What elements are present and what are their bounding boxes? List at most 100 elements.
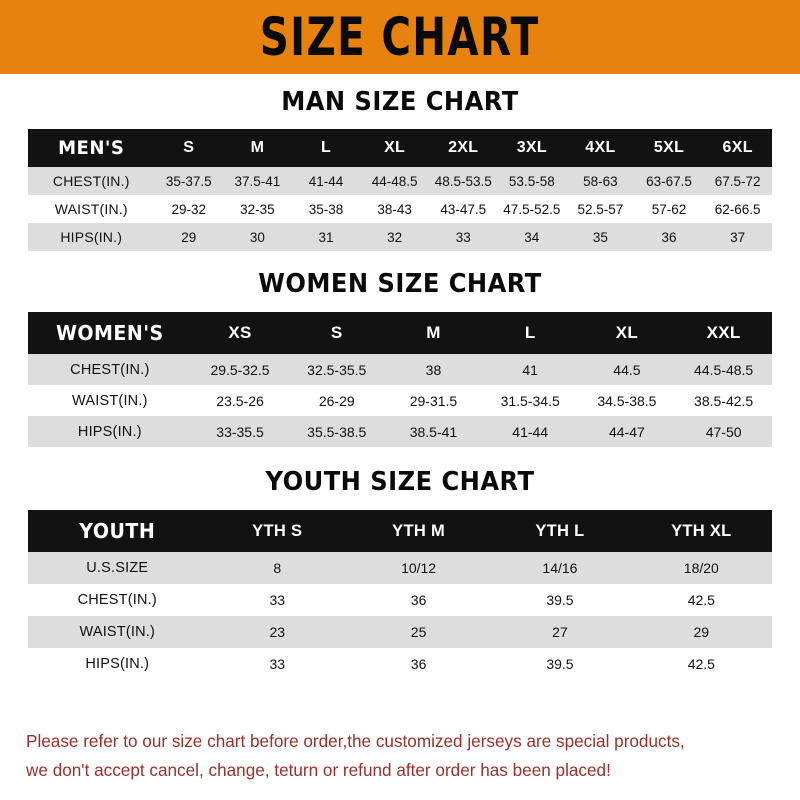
table-row: WAIST(IN.) 23.5-26 26-29 29-31.5 31.5-34.5 34… — [28, 385, 772, 416]
man-cell: 37 — [730, 229, 746, 245]
women-cell: 47-50 — [705, 423, 742, 440]
man-cell: 63-67.5 — [646, 173, 692, 189]
women-cell: 35.5-38.5 — [307, 423, 367, 440]
man-cell: 36 — [661, 229, 677, 245]
women-size-header: M — [426, 323, 441, 342]
footer-notice: Please refer to our size chart before or… — [0, 719, 800, 800]
women-section-title: WOMEN SIZE CHART — [258, 269, 542, 299]
man-cell: 58-63 — [583, 173, 618, 189]
women-size-header: L — [524, 323, 536, 342]
women-cell: 31.5-34.5 — [500, 392, 560, 409]
man-cell: 29-32 — [171, 201, 207, 217]
footer-line-1: Please refer to our size chart before or… — [26, 731, 685, 752]
footer-line-2: we don't accept cancel, change, teturn o… — [26, 759, 611, 780]
youth-cell: 39.5 — [546, 656, 574, 672]
man-cell: 52.5-57 — [577, 201, 624, 217]
man-corner-label: MEN'S — [58, 137, 125, 159]
women-corner-label: WOMEN'S — [55, 321, 164, 345]
table-row: HIPS(IN.) 33 36 39.5 42.5 — [28, 648, 772, 680]
man-cell: 53.5-58 — [508, 173, 555, 189]
women-header-row: WOMEN'S XS S M L XL XXL — [28, 312, 772, 354]
youth-cell: 18/20 — [683, 560, 719, 576]
man-cell: 67.5-72 — [714, 173, 761, 189]
man-header-row: MEN'S S M L XL 2XL 3XL 4XL 5XL 6XL — [28, 129, 772, 167]
man-size-header: M — [250, 139, 265, 156]
man-cell: 57-62 — [651, 201, 687, 217]
youth-header-row: YOUTH YTH S YTH M YTH L YTH XL — [28, 510, 772, 552]
man-cell: 44-48.5 — [371, 173, 418, 189]
table-row: CHEST(IN.) 33 36 39.5 42.5 — [28, 584, 772, 616]
man-cell: 34 — [524, 229, 540, 245]
man-size-header: 3XL — [516, 139, 547, 156]
women-size-header: XL — [615, 323, 639, 342]
youth-cell: 23 — [269, 624, 286, 640]
youth-cell: 33 — [269, 656, 286, 672]
man-size-header: 4XL — [585, 139, 616, 156]
man-cell: 33 — [455, 229, 471, 245]
man-cell: 30 — [249, 229, 265, 245]
man-cell: 37.5-41 — [234, 173, 281, 189]
table-row: WAIST(IN.) 29-32 32-35 35-38 38-43 43-47.5 47.… — [28, 195, 772, 223]
man-section-title: MAN SIZE CHART — [281, 87, 519, 117]
women-cell: 38.5-42.5 — [694, 392, 754, 409]
women-cell: 34.5-38.5 — [597, 392, 657, 409]
women-size-table: WOMEN'S XS S M L XL XXL CHEST(IN.) 29.5-32.5 32.5… — [28, 312, 772, 447]
page-title: SIZE CHART — [260, 6, 540, 68]
man-cell: 32 — [387, 229, 403, 245]
women-cell: 41 — [522, 361, 538, 378]
youth-size-header: YTH S — [252, 521, 303, 540]
man-cell: 35 — [592, 229, 608, 245]
women-row-label: HIPS(IN.) — [77, 423, 142, 440]
man-cell: 32-35 — [240, 201, 275, 217]
youth-row-label: HIPS(IN.) — [85, 656, 150, 672]
youth-table-wrapper: YOUTH YTH S YTH M YTH L YTH XL U.S.SIZE 8 10/12… — [28, 510, 772, 680]
youth-cell: 29 — [693, 624, 710, 640]
youth-row-label: CHEST(IN.) — [77, 592, 157, 608]
man-cell: 47.5-52.5 — [503, 201, 561, 217]
women-cell: 32.5-35.5 — [307, 361, 367, 378]
man-size-header: XL — [384, 139, 406, 156]
youth-cell: 36 — [410, 592, 427, 608]
youth-cell: 8 — [273, 560, 282, 576]
man-size-header: 5XL — [653, 139, 685, 156]
youth-section-title: YOUTH SIZE CHART — [265, 467, 535, 497]
man-cell: 35-37.5 — [165, 173, 212, 189]
man-cell: 31 — [318, 229, 334, 245]
women-cell: 41-44 — [512, 423, 549, 440]
women-table-wrapper: WOMEN'S XS S M L XL XXL CHEST(IN.) 29.5-32.5 32.5… — [28, 312, 772, 447]
man-size-header: 6XL — [722, 139, 753, 156]
youth-cell: 10/12 — [401, 560, 437, 576]
youth-cell: 14/16 — [542, 560, 578, 576]
man-cell: 38-43 — [377, 201, 412, 217]
youth-cell: 36 — [410, 656, 427, 672]
youth-size-header: YTH M — [392, 521, 445, 540]
man-size-header: S — [183, 139, 195, 156]
youth-size-header: YTH L — [535, 521, 585, 540]
table-row: CHEST(IN.) 29.5-32.5 32.5-35.5 38 41 44.5 44.5… — [28, 354, 772, 385]
table-row: HIPS(IN.) 29 30 31 32 33 34 35 36 37 — [28, 223, 772, 251]
women-row-label: CHEST(IN.) — [70, 361, 150, 378]
man-size-header: 2XL — [448, 139, 479, 156]
women-cell: 38.5-41 — [409, 423, 458, 440]
man-row-label: WAIST(IN.) — [54, 201, 128, 217]
youth-size-table: YOUTH YTH S YTH M YTH L YTH XL U.S.SIZE 8 10/12… — [28, 510, 772, 680]
women-cell: 44-47 — [609, 423, 645, 440]
women-cell: 29-31.5 — [409, 392, 458, 409]
youth-cell: 33 — [269, 592, 286, 608]
youth-cell: 27 — [552, 624, 568, 640]
man-cell: 29 — [181, 229, 197, 245]
women-cell: 44.5-48.5 — [694, 361, 754, 378]
man-cell: 48.5-53.5 — [434, 173, 492, 189]
man-cell: 43-47.5 — [440, 201, 487, 217]
women-size-header: S — [330, 323, 343, 342]
women-row-label: WAIST(IN.) — [72, 392, 148, 409]
youth-cell: 25 — [410, 624, 427, 640]
man-row-label: CHEST(IN.) — [52, 173, 130, 189]
women-cell: 44.5 — [613, 361, 641, 378]
table-row: WAIST(IN.) 23 25 27 29 — [28, 616, 772, 648]
table-row: U.S.SIZE 8 10/12 14/16 18/20 — [28, 552, 772, 584]
man-cell: 41-44 — [308, 173, 344, 189]
women-size-header: XS — [228, 323, 252, 342]
man-table-wrapper: MEN'S S M L XL 2XL 3XL 4XL 5XL 6XL CHEST(IN.) 35-37… — [28, 129, 772, 251]
